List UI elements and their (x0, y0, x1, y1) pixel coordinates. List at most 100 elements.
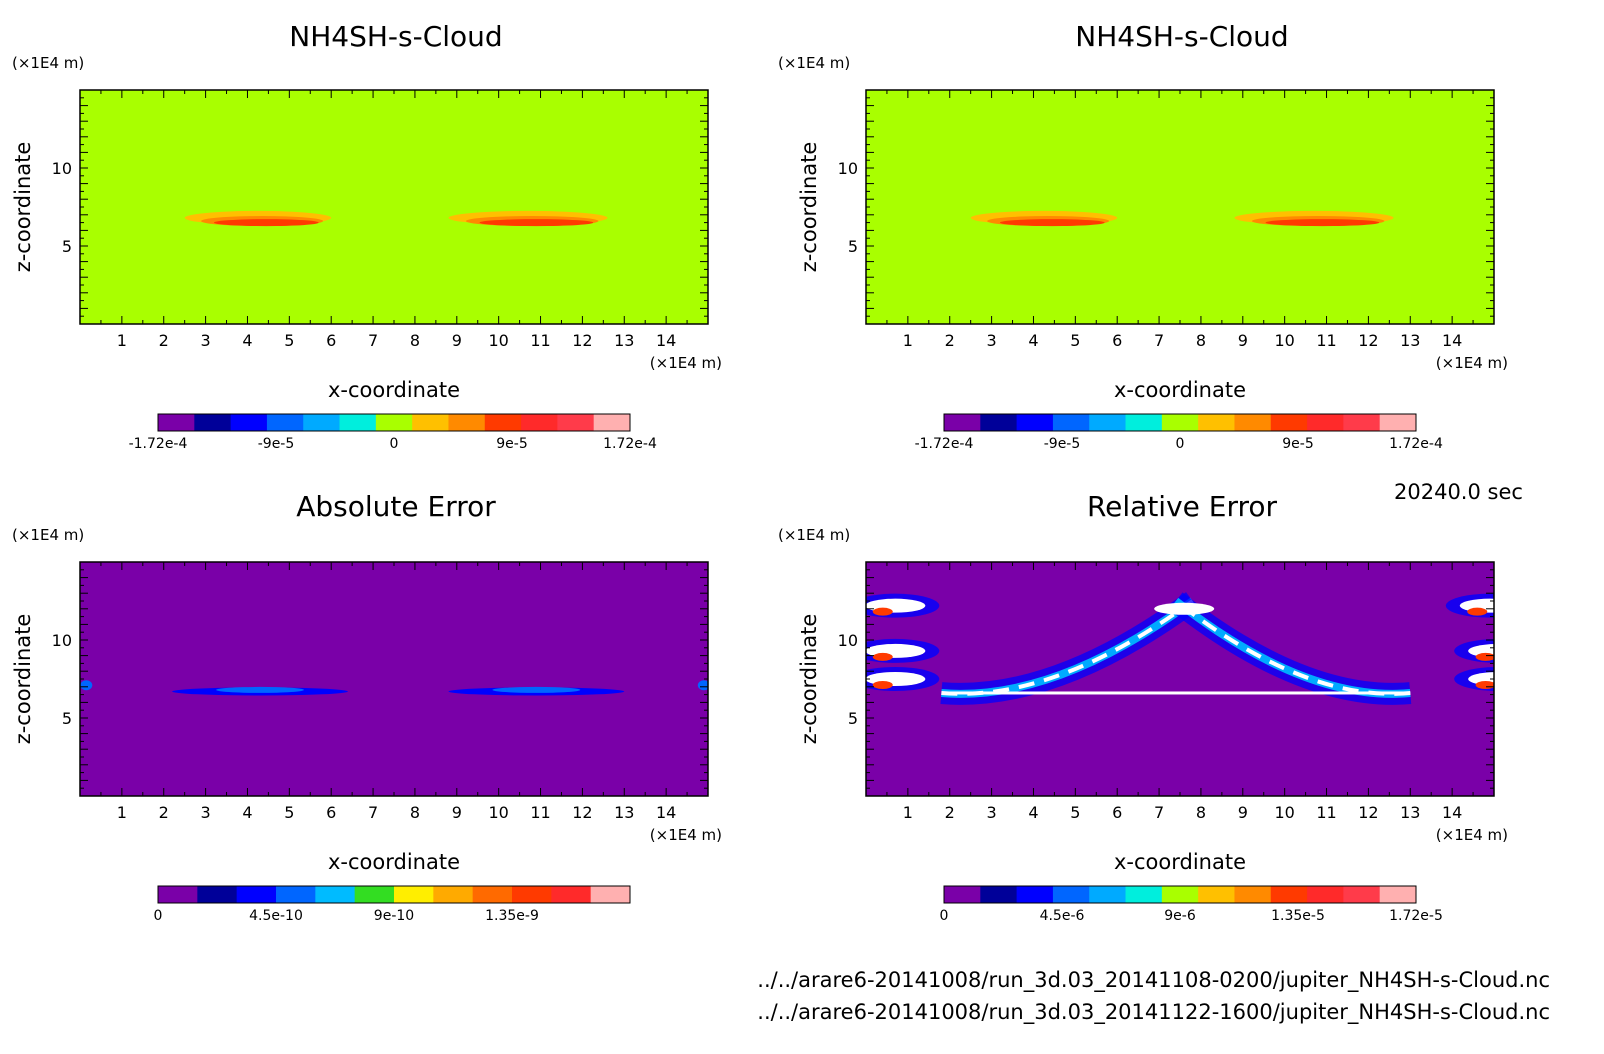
x-tick-label: 5 (1070, 331, 1080, 350)
y-tick-label: 10 (838, 631, 858, 650)
colorbar-swatch (315, 886, 356, 903)
x-tick-label: 14 (1442, 803, 1462, 822)
colorbar-swatch (1016, 414, 1054, 431)
panel-4 (865, 561, 1495, 904)
colorbar-label: 0 (390, 436, 399, 452)
panel-title: Absolute Error (296, 490, 496, 523)
x-tick-label: 14 (656, 331, 676, 350)
x-tick-label: 4 (1028, 331, 1038, 350)
x-tick-label: 9 (1238, 803, 1248, 822)
x-tick-label: 9 (452, 803, 462, 822)
error-patch-core (1154, 602, 1215, 615)
colorbar-label: 0 (1176, 436, 1185, 452)
colorbar-swatch (158, 414, 195, 431)
plot-background (80, 90, 708, 324)
x-tick-label: 8 (1196, 803, 1206, 822)
colorbar-swatch (1161, 414, 1199, 431)
x-tick-label: 13 (614, 331, 634, 350)
y-tick-label: 5 (62, 237, 72, 256)
colorbar-swatch (590, 886, 631, 903)
colorbar-swatch (1125, 414, 1163, 431)
colorbar-label: -1.72e-4 (915, 436, 974, 452)
x-tick-label: 6 (1112, 331, 1122, 350)
x-tick-label: 14 (656, 803, 676, 822)
colorbar-swatch (1379, 414, 1417, 431)
x-tick-label: 13 (614, 803, 634, 822)
colorbar-swatch (230, 414, 268, 431)
colorbar-swatch (354, 886, 395, 903)
colorbar-swatch (512, 886, 552, 903)
x-tick-label: 4 (242, 331, 252, 350)
x-tick-label: 7 (368, 331, 378, 350)
colorbar-swatch (1198, 414, 1235, 431)
colorbar-label: 9e-5 (1282, 436, 1313, 452)
field-features (970, 210, 1394, 227)
x-tick-label: 11 (1316, 331, 1336, 350)
colorbar-swatch (980, 414, 1018, 431)
x-tick-label: 4 (242, 803, 252, 822)
error-patch-hot (872, 681, 893, 689)
colorbar-swatch (1125, 886, 1163, 903)
colorbar-label: 1.72e-4 (603, 436, 657, 452)
x-tick-label: 1 (117, 803, 127, 822)
colorbar-frame (157, 885, 631, 904)
error-edge (697, 680, 708, 691)
colorbar-swatch (276, 886, 316, 903)
colorbar-label: 9e-10 (374, 908, 414, 924)
colorbar-swatch (1343, 886, 1381, 903)
colorbar-swatch (484, 414, 522, 431)
x-tick-label: 3 (201, 803, 211, 822)
x-tick-label: 8 (410, 331, 420, 350)
error-core (492, 686, 581, 693)
x-unit-label: (×1E4 m) (1436, 826, 1508, 844)
x-tick-label: 7 (1154, 803, 1164, 822)
colorbar-swatch (1343, 414, 1381, 431)
colorbar-label: 9e-5 (496, 436, 527, 452)
x-tick-label: 2 (945, 331, 955, 350)
x-tick-label: 11 (530, 803, 550, 822)
colorbar-swatch (1161, 886, 1199, 903)
y-tick-label: 10 (52, 631, 72, 650)
x-tick-label: 2 (159, 331, 169, 350)
colorbar-swatch (472, 886, 513, 903)
panel-2 (865, 89, 1495, 432)
colorbar-label: 0 (940, 908, 949, 924)
y-tick-label: 5 (848, 709, 858, 728)
error-core (216, 686, 304, 693)
panel-1 (79, 89, 709, 432)
x-axis-label: x-coordinate (1114, 378, 1246, 402)
x-tick-label: 5 (284, 803, 294, 822)
colorbar-swatch (303, 414, 341, 431)
colorbar-swatch (433, 886, 474, 903)
colorbar-label: -1.72e-4 (129, 436, 188, 452)
x-tick-label: 6 (326, 803, 336, 822)
x-tick-label: 10 (488, 331, 508, 350)
colorbar-swatch (1198, 886, 1235, 903)
panel-3 (79, 561, 709, 904)
x-tick-label: 3 (987, 803, 997, 822)
y-unit-label: (×1E4 m) (12, 54, 84, 72)
colorbar-swatch (944, 886, 981, 903)
colorbar-frame (943, 885, 1417, 904)
x-tick-label: 4 (1028, 803, 1038, 822)
y-axis-label: z-coordinate (11, 142, 35, 273)
x-tick-label: 12 (572, 331, 592, 350)
panel-title: NH4SH-s-Cloud (289, 20, 502, 53)
error-patch-hot (872, 652, 893, 661)
panel-title: NH4SH-s-Cloud (1075, 20, 1288, 53)
x-axis-label: x-coordinate (328, 850, 460, 874)
x-tick-label: 3 (201, 331, 211, 350)
error-patch-core (1459, 598, 1494, 613)
x-tick-label: 8 (1196, 331, 1206, 350)
x-tick-label: 8 (410, 803, 420, 822)
colorbar-swatch (197, 886, 238, 903)
plot-background (866, 90, 1494, 324)
colorbar-swatch (448, 414, 486, 431)
x-tick-label: 11 (1316, 803, 1336, 822)
colorbar-swatch (1052, 886, 1090, 903)
plot-background (80, 562, 708, 796)
x-tick-label: 1 (903, 803, 913, 822)
colorbar-label: 1.72e-5 (1389, 908, 1443, 924)
error-patch-hot (872, 607, 893, 616)
cloud-core (1265, 219, 1380, 227)
